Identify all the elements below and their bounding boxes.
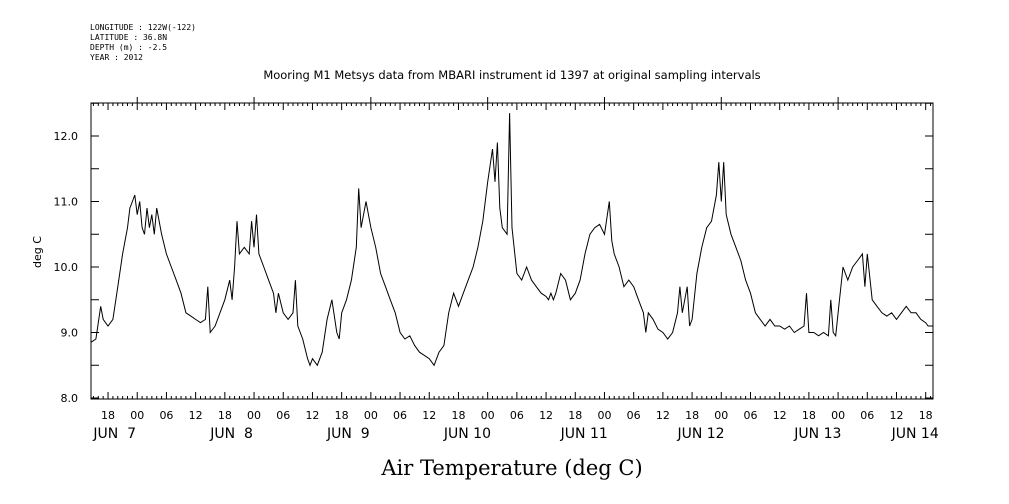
x-tick-label: 00 <box>130 409 144 422</box>
x-tick-label: 06 <box>860 409 874 422</box>
y-tick-label: 12.0 <box>54 130 79 143</box>
y-axis-label: deg C <box>31 236 44 268</box>
x-tick-label: 06 <box>627 409 641 422</box>
y-tick-label: 11.0 <box>54 196 79 209</box>
x-tick-label: 06 <box>393 409 407 422</box>
x-tick-label: 18 <box>451 409 465 422</box>
y-tick-label: 10.0 <box>54 261 79 274</box>
x-tick-label: 00 <box>714 409 728 422</box>
x-tick-label: 12 <box>889 409 903 422</box>
x-tick-label: 06 <box>276 409 290 422</box>
x-axis-label: Air Temperature (deg C) <box>380 456 642 480</box>
x-tick-label: 00 <box>364 409 378 422</box>
x-tick-label: 00 <box>247 409 261 422</box>
year-text: YEAR : 2012 <box>90 53 143 62</box>
x-tick-label: 18 <box>101 409 115 422</box>
x-tick-label: 18 <box>919 409 933 422</box>
x-day-label: JUN 7 <box>92 426 136 442</box>
x-day-label: JUN 12 <box>676 426 724 442</box>
x-day-label: JUN 9 <box>326 426 370 442</box>
x-tick-label: 00 <box>831 409 845 422</box>
y-tick-label: 9.0 <box>61 327 79 340</box>
x-tick-label: 12 <box>656 409 670 422</box>
x-tick-label: 12 <box>305 409 319 422</box>
x-tick-label: 18 <box>568 409 582 422</box>
chart-title: Mooring M1 Metsys data from MBARI instru… <box>263 68 760 82</box>
y-tick-label: 8.0 <box>61 392 79 405</box>
x-tick-label: 06 <box>159 409 173 422</box>
x-day-label: JUN 13 <box>793 426 841 442</box>
x-axis: 18 00 06 12 18 00 06 12 18 00 06 12 18 00 06 12 18 00 06 12… <box>92 97 939 442</box>
x-day-label: JUN 10 <box>443 426 491 442</box>
latitude-text: LATITUDE : 36.8N <box>90 33 167 42</box>
header-info: LONGITUDE : 122W(-122) LATITUDE : 36.8N … <box>90 23 196 62</box>
x-tick-label: 00 <box>481 409 495 422</box>
x-tick-label: 06 <box>743 409 757 422</box>
y-axis: 8.0 9.0 10.0 11.0 12.0 <box>54 102 933 405</box>
series-layer <box>90 113 933 367</box>
x-tick-label: 12 <box>422 409 436 422</box>
x-tick-label: 12 <box>773 409 787 422</box>
x-tick-label: 06 <box>510 409 524 422</box>
plot-frame <box>90 102 934 400</box>
x-tick-label: 12 <box>189 409 203 422</box>
x-day-label: JUN 8 <box>209 426 253 442</box>
x-tick-label: 18 <box>335 409 349 422</box>
x-tick-label: 00 <box>597 409 611 422</box>
x-tick-label: 18 <box>218 409 232 422</box>
x-day-label: JUN 11 <box>560 426 608 442</box>
x-tick-label: 18 <box>685 409 699 422</box>
x-tick-label: 18 <box>802 409 816 422</box>
series-line <box>90 113 933 367</box>
x-tick-label: 12 <box>539 409 553 422</box>
longitude-text: LONGITUDE : 122W(-122) <box>90 23 196 32</box>
depth-text: DEPTH (m) : -2.5 <box>90 43 167 52</box>
x-day-label: JUN 14 <box>891 426 939 442</box>
